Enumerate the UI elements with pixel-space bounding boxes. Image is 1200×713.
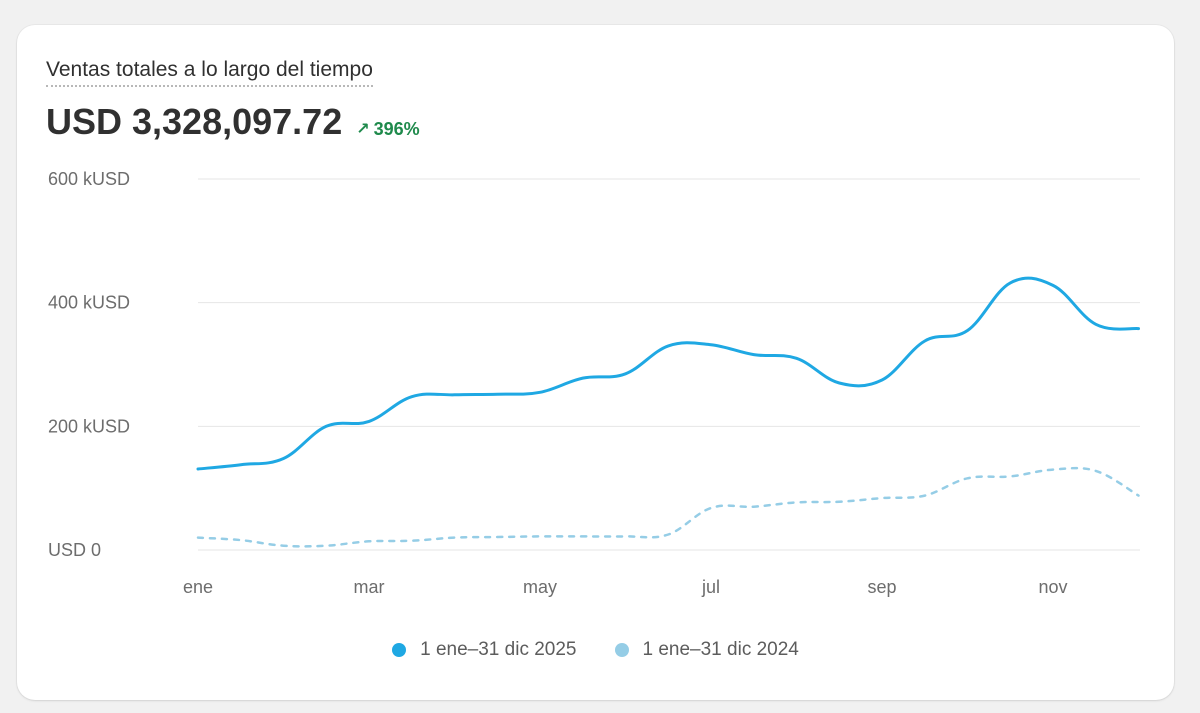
- sales-line-chart: USD 0 200 kUSD 400 kUSD 600 kUSD ene mar may j…: [48, 169, 1140, 597]
- legend-item-2024[interactable]: 1 ene–31 dic 2024: [614, 639, 799, 661]
- y-tick-label: 400 kUSD: [48, 293, 130, 313]
- total-row: USD 3,328,097.72 ↗ 396%: [46, 101, 420, 143]
- legend-dot-2025: [392, 643, 407, 657]
- total-sales-value: USD 3,328,097.72: [46, 101, 343, 142]
- legend-dot-2024: [614, 643, 629, 657]
- chart-series: [196, 276, 1140, 548]
- y-tick-label: 600 kUSD: [48, 169, 130, 189]
- delta-value: 396%: [373, 118, 420, 139]
- x-tick-label: mar: [354, 577, 385, 597]
- chart-legend: 1 ene–31 dic 2025 1 ene–31 dic 2024: [17, 639, 1174, 661]
- x-tick-label: nov: [1038, 577, 1067, 597]
- x-axis-tick-labels: ene mar may jul sep nov: [183, 577, 1068, 597]
- y-tick-label: USD 0: [48, 540, 101, 560]
- sales-card: USD 0 200 kUSD 400 kUSD 600 kUSD ene mar may j…: [17, 25, 1174, 700]
- y-axis-tick-labels: USD 0 200 kUSD 400 kUSD 600 kUSD: [48, 169, 130, 560]
- x-tick-label: ene: [183, 577, 213, 597]
- x-tick-label: jul: [701, 577, 720, 597]
- legend-label-2025: 1 ene–31 dic 2025: [420, 639, 577, 660]
- chart-title[interactable]: Ventas totales a lo largo del tiempo: [46, 58, 373, 87]
- arrow-up-right-icon: ↗: [356, 121, 370, 138]
- legend-label-2024: 1 ene–31 dic 2024: [642, 639, 799, 660]
- series-line-2024: [196, 466, 1140, 548]
- series-line-2025: [196, 276, 1140, 471]
- legend-item-2025[interactable]: 1 ene–31 dic 2025: [392, 639, 577, 661]
- delta-badge: ↗ 396%: [356, 119, 419, 140]
- y-tick-label: 200 kUSD: [48, 416, 130, 436]
- x-tick-label: may: [523, 577, 557, 597]
- chart-grid: [198, 178, 1140, 551]
- x-tick-label: sep: [867, 577, 896, 597]
